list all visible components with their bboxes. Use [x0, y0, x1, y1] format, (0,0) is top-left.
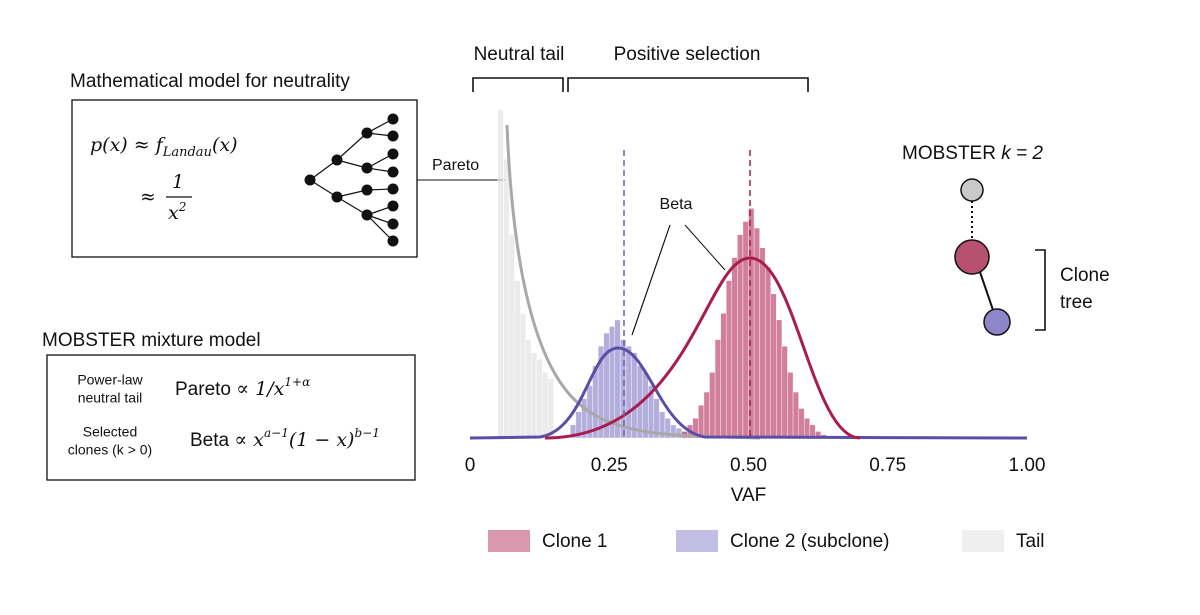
legend-label: Clone 2 (subclone): [730, 531, 889, 552]
histogram-bar: [703, 391, 710, 439]
box-title: Mathematical model for neutrality: [70, 71, 350, 92]
legend-label: Tail: [1016, 531, 1045, 552]
pointer: [631, 224, 726, 336]
legend-swatch: [962, 530, 1004, 552]
histogram: [497, 109, 827, 439]
formula: p(x) ≈ fLandau(x): [90, 134, 237, 160]
histogram-bar: [508, 234, 515, 439]
row-label: clones (k > 0): [68, 442, 152, 458]
tree-icon: [309, 118, 394, 242]
histogram-bar: [698, 405, 705, 439]
histogram-bar: [503, 158, 510, 439]
tree-nodes: [304, 113, 399, 247]
formula: Beta ∝ xa−1(1 − x)b−1: [190, 426, 380, 452]
x-tick-label: 0: [465, 455, 476, 476]
histogram-bar: [536, 359, 543, 439]
histogram-bar: [514, 280, 521, 439]
formula: 1: [172, 171, 184, 193]
histogram-bar: [525, 339, 532, 439]
histogram-bar: [765, 267, 771, 439]
node: [960, 178, 984, 202]
histogram-bar: [547, 378, 554, 439]
histogram-bar: [737, 234, 744, 439]
histogram-bar: [625, 345, 632, 439]
x-axis-label: VAF: [731, 485, 767, 506]
row-label: neutral tail: [78, 390, 143, 406]
histogram-bar: [714, 339, 721, 439]
formula: Pareto ∝ 1/x1+α: [175, 375, 310, 401]
tree-title: MOBSTER k = 2: [902, 143, 1043, 164]
formula: ≈: [140, 186, 156, 208]
histogram-bar: [497, 109, 504, 439]
histogram-bar: [759, 247, 766, 439]
tree-label: tree: [1060, 292, 1093, 313]
histogram-bar: [726, 280, 732, 439]
node: [954, 239, 990, 275]
histogram-bar: [792, 391, 799, 439]
histogram-bar: [742, 221, 749, 439]
density-curves: [469, 124, 1028, 440]
histogram-bar: [776, 319, 783, 439]
x-tick-label: 1.00: [1009, 455, 1046, 476]
histogram-bar: [620, 339, 627, 439]
histogram-bar: [770, 293, 777, 439]
curve-label: Pareto: [432, 157, 479, 174]
bracket: [472, 77, 564, 92]
legend-swatch: [488, 530, 530, 552]
histogram-bar: [787, 372, 794, 439]
histogram-bar: [631, 352, 638, 439]
bracket: [1035, 249, 1046, 331]
edge: [979, 271, 994, 311]
bracket-label: Neutral tail: [474, 44, 565, 65]
histogram-bar: [720, 313, 727, 439]
x-tick-label: 0.75: [869, 455, 906, 476]
histogram-bar: [709, 372, 716, 439]
formula: x2: [168, 200, 186, 225]
legend-label: Clone 1: [542, 531, 608, 552]
histogram-bar: [798, 408, 805, 439]
histogram-bar: [542, 372, 549, 439]
histogram-bar: [531, 352, 538, 439]
bracket-label: Positive selection: [614, 44, 761, 65]
bracket: [567, 77, 809, 92]
x-tick-label: 0.50: [730, 455, 767, 476]
legend-swatch: [676, 530, 718, 552]
node: [983, 308, 1011, 336]
model-box: [71, 99, 418, 258]
histogram-bar: [781, 345, 788, 439]
histogram-bar: [731, 257, 738, 439]
histogram-bar: [642, 372, 649, 439]
row-label: Power-law: [77, 372, 143, 388]
box-title: MOBSTER mixture model: [42, 330, 261, 351]
mixture-box: [46, 354, 416, 481]
histogram-bar: [804, 418, 810, 439]
tree-label: Clone: [1060, 265, 1110, 286]
row-label: Selected: [83, 424, 137, 440]
curve-label: Beta: [660, 196, 693, 213]
x-tick-label: 0.25: [591, 455, 628, 476]
histogram-bar: [519, 313, 526, 439]
